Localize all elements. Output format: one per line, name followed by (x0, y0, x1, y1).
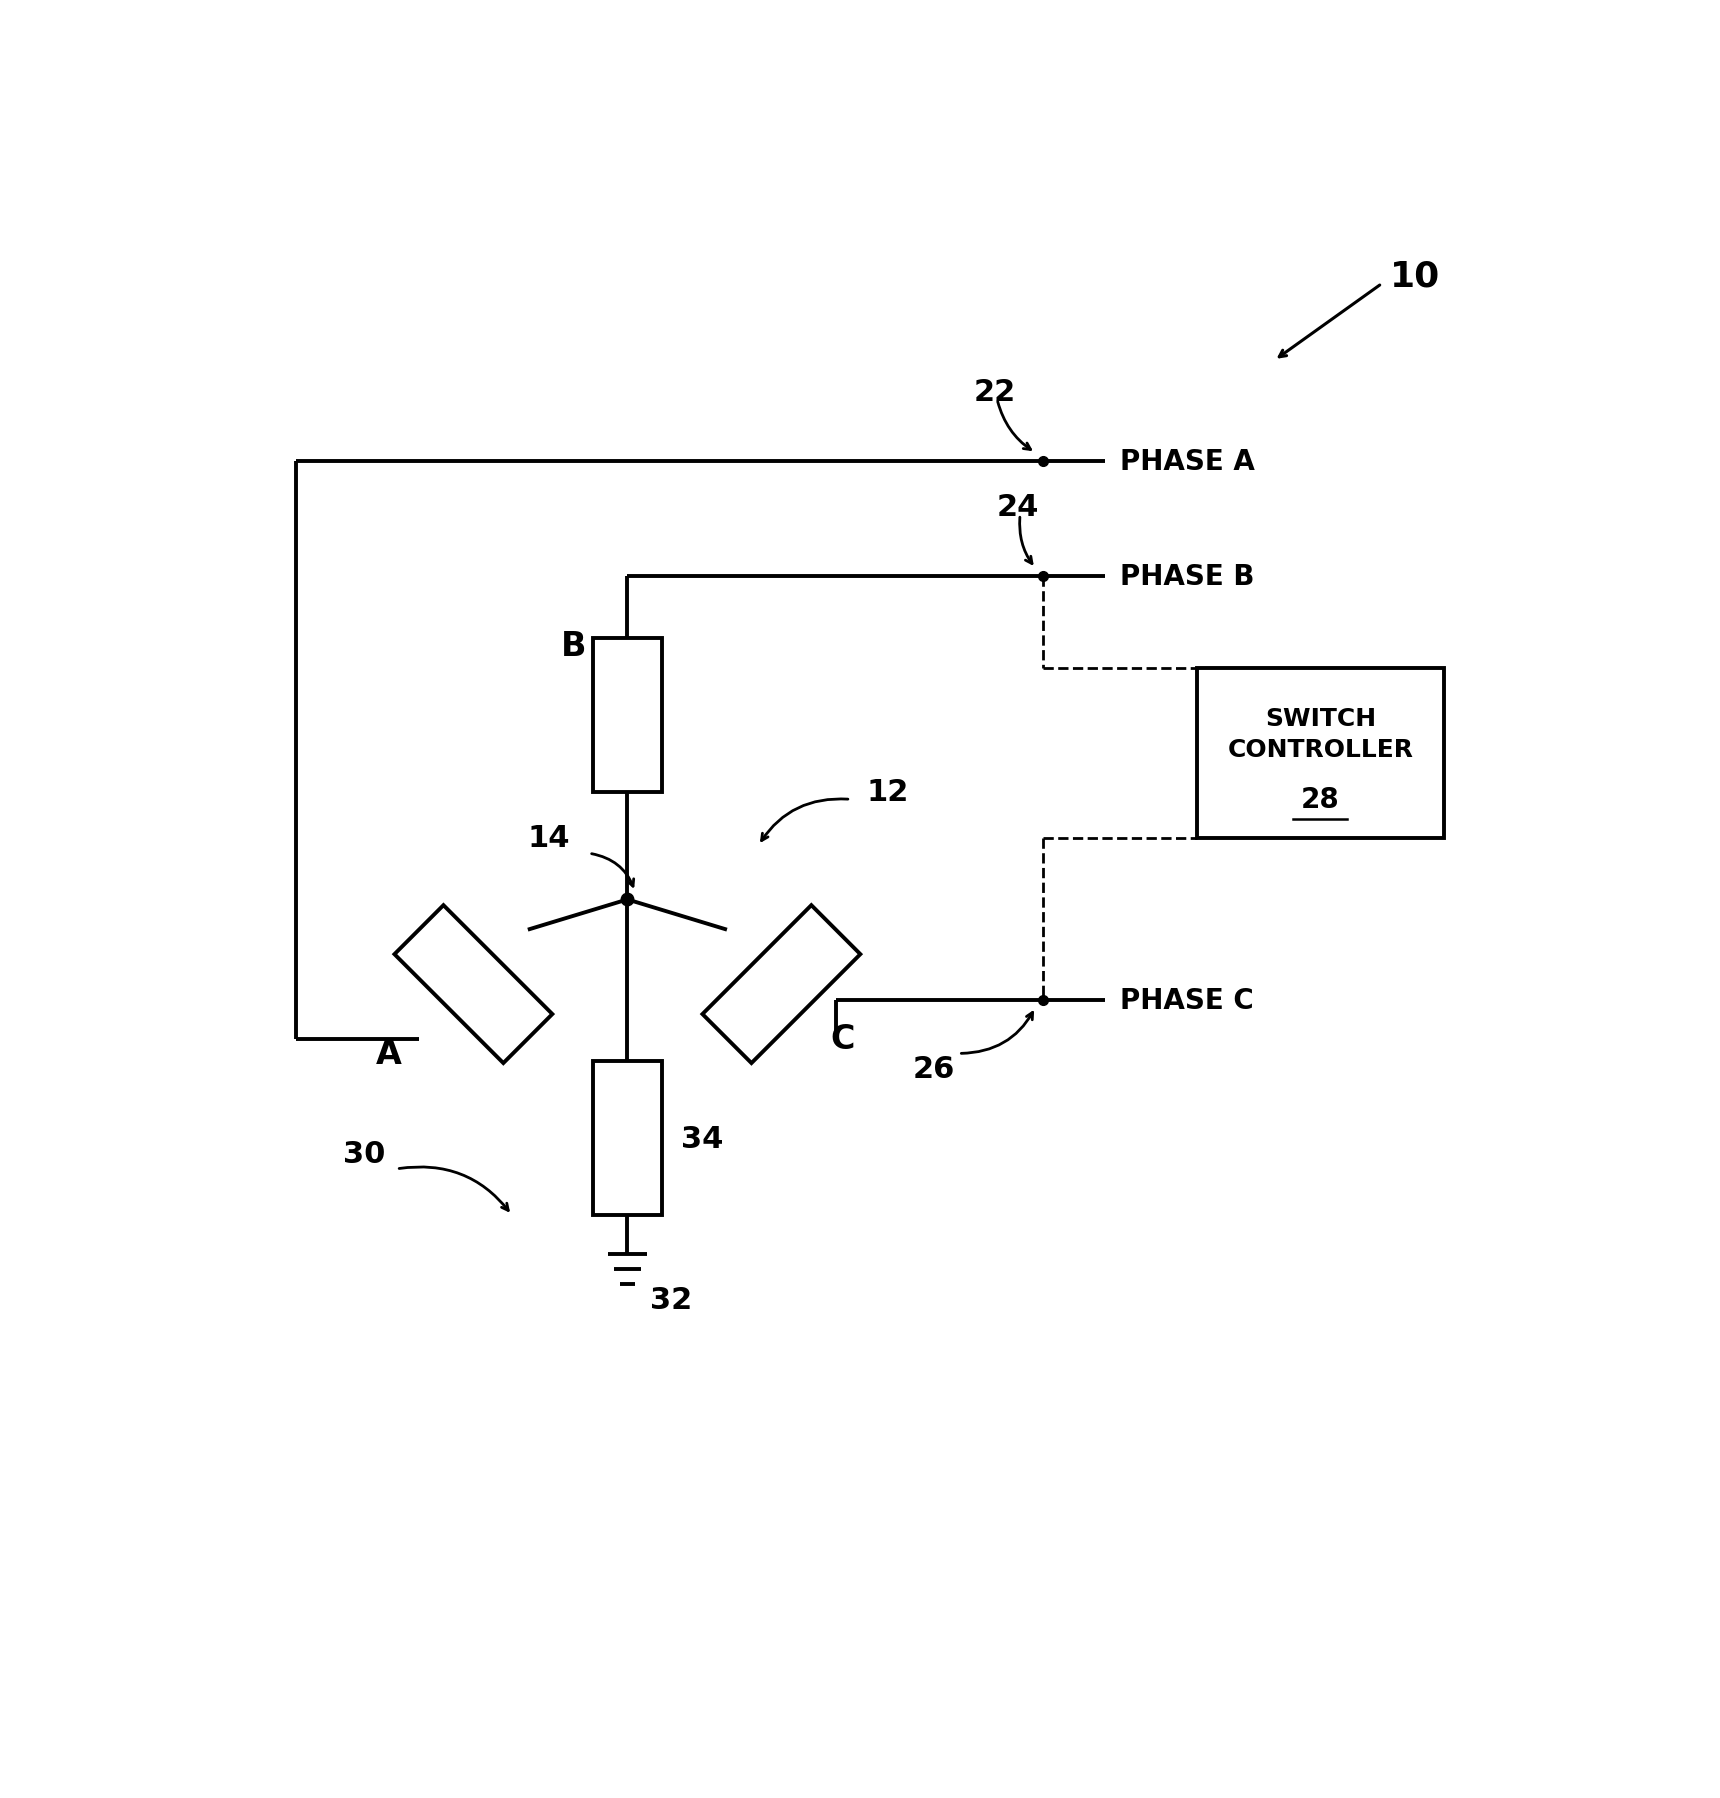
Text: CONTROLLER: CONTROLLER (1228, 737, 1414, 762)
Text: 14: 14 (528, 823, 569, 852)
Polygon shape (702, 906, 860, 1063)
Text: 26: 26 (912, 1055, 955, 1084)
Text: B: B (561, 629, 587, 662)
Bar (593, 638, 662, 793)
Text: 10: 10 (1390, 259, 1440, 293)
Bar (1197, 669, 1443, 838)
Text: 34: 34 (681, 1124, 724, 1153)
Text: 24: 24 (998, 493, 1039, 521)
Text: PHASE C: PHASE C (1120, 985, 1254, 1014)
Text: PHASE A: PHASE A (1120, 448, 1256, 475)
Text: PHASE B: PHASE B (1120, 563, 1254, 592)
Text: 28: 28 (1300, 786, 1340, 814)
Bar (593, 1061, 662, 1215)
Text: SWITCH: SWITCH (1264, 707, 1376, 732)
Text: 12: 12 (867, 779, 908, 807)
Text: A: A (375, 1037, 402, 1070)
Text: 32: 32 (650, 1286, 693, 1314)
Text: 30: 30 (342, 1140, 385, 1169)
Text: 22: 22 (974, 378, 1017, 406)
Text: C: C (831, 1021, 855, 1055)
Polygon shape (394, 906, 552, 1063)
